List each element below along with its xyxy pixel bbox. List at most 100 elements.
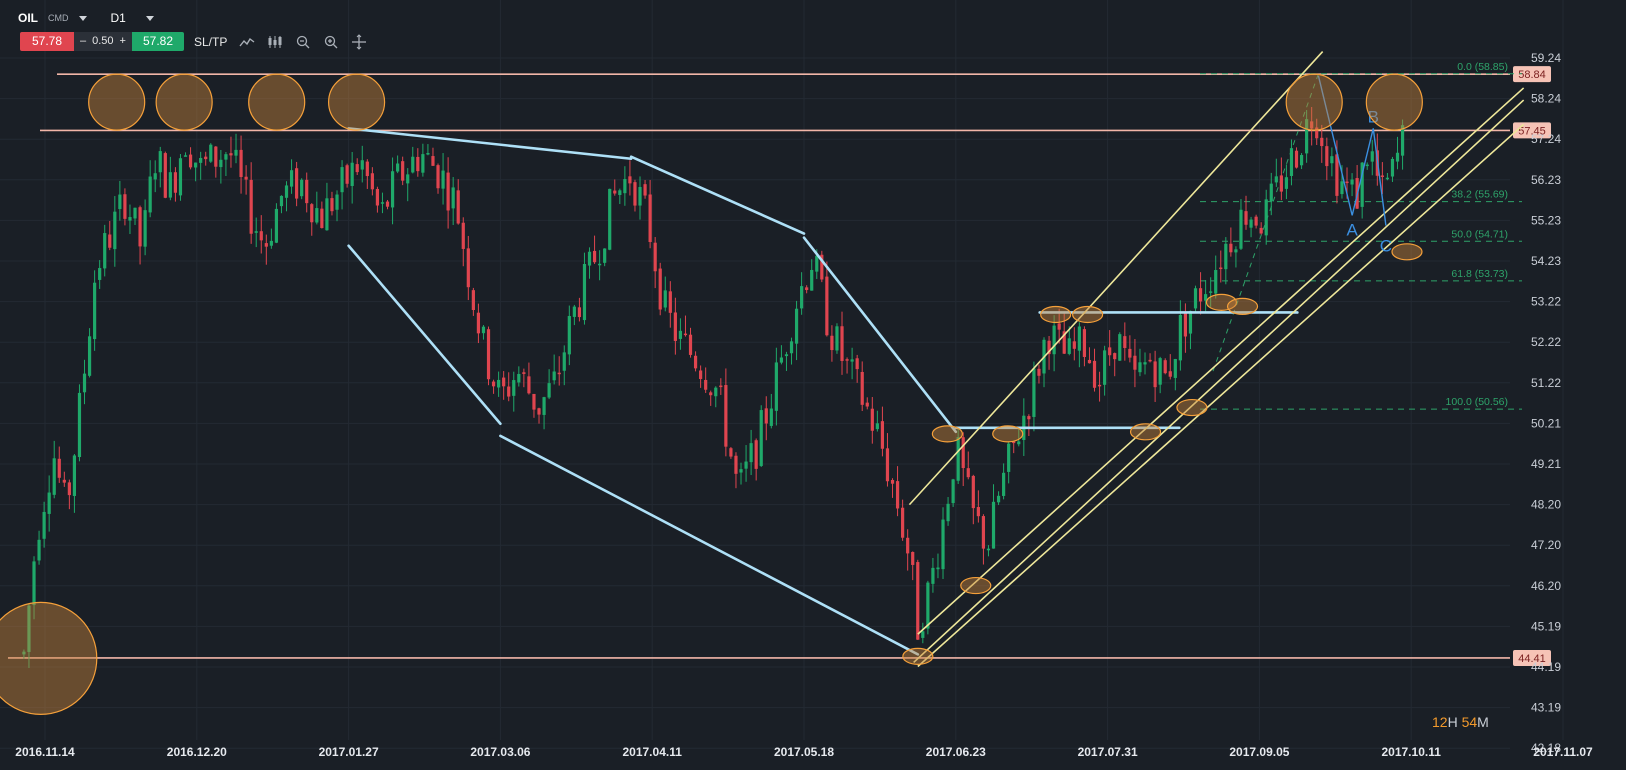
candle-body: [47, 492, 51, 514]
zoom-out-icon[interactable]: [295, 34, 311, 50]
candle-body: [739, 469, 743, 473]
fib-label: 50.0 (54.71): [1451, 228, 1508, 240]
symbol-name[interactable]: OIL: [18, 11, 38, 25]
candle-body: [1123, 336, 1127, 348]
candle-body: [951, 479, 955, 504]
price-tag: [1513, 66, 1551, 83]
candle-body: [1012, 441, 1016, 444]
candle-body: [1390, 158, 1395, 177]
candle-body: [340, 167, 344, 193]
candle-body: [693, 355, 698, 369]
x-tick-label: 2017.03.06: [470, 745, 530, 759]
candle-body: [1158, 358, 1162, 385]
candle-body: [885, 448, 890, 482]
crosshair-icon[interactable]: [351, 33, 367, 50]
candle-body: [537, 408, 541, 415]
candle-body: [587, 251, 592, 266]
candle-body: [1057, 323, 1061, 330]
candle-body: [188, 154, 193, 168]
abc-wave-line: [1317, 75, 1387, 226]
candle-body: [87, 336, 92, 376]
marker-ellipse: [902, 647, 934, 665]
candle-body: [921, 631, 925, 638]
candle-body: [300, 179, 304, 197]
spread-value: 0.50: [92, 35, 114, 47]
candle-body: [784, 354, 789, 357]
sltp-button[interactable]: SL/TP: [193, 34, 228, 49]
candle-body: [1097, 384, 1102, 387]
candle-body: [310, 204, 314, 223]
candle-body: [224, 154, 228, 160]
x-tick-label: 2017.01.27: [319, 745, 379, 759]
buy-button[interactable]: 57.82: [131, 32, 184, 51]
candle-body: [522, 372, 526, 374]
candle-body: [991, 501, 996, 549]
candle-body: [264, 243, 268, 247]
candle-body: [875, 423, 879, 430]
candle-body: [67, 482, 71, 496]
candle-body: [289, 170, 294, 187]
candle-body: [855, 358, 859, 370]
candle-body: [1163, 360, 1167, 374]
candle-body: [1113, 353, 1117, 360]
candle-body: [1138, 362, 1142, 373]
candles-icon[interactable]: [267, 34, 283, 50]
candle-body: [577, 307, 582, 318]
price-tag-label: 58.84: [1518, 69, 1546, 81]
candle-body: [1400, 125, 1405, 156]
candle-body: [1259, 227, 1263, 234]
candle-body: [613, 190, 617, 194]
candle-body: [1037, 368, 1041, 376]
x-tick-label: 2016.12.20: [167, 745, 227, 759]
candle-body: [143, 210, 147, 247]
candle-body: [1249, 219, 1253, 228]
zoom-in-icon[interactable]: [323, 34, 339, 50]
candle-body: [618, 190, 622, 196]
channel-line: [913, 99, 1525, 664]
x-tick-label: 2017.10.11: [1381, 745, 1441, 759]
y-tick-label: 51.22: [1531, 376, 1561, 390]
candle-body: [901, 507, 905, 538]
sell-button[interactable]: 57.78: [20, 32, 74, 51]
candle-body: [769, 408, 773, 426]
candle-body: [451, 187, 455, 209]
candle-body: [744, 461, 748, 469]
candle-body: [305, 179, 309, 204]
candle-body: [1294, 150, 1299, 168]
price-tag-label: 57.45: [1518, 125, 1546, 137]
candle-body: [678, 330, 683, 339]
spread-increase-button[interactable]: +: [119, 35, 126, 47]
candle-body: [22, 651, 26, 655]
candle-body: [1310, 121, 1314, 129]
candle-body: [532, 393, 536, 410]
candle-body: [789, 341, 794, 354]
candle-body: [906, 537, 910, 554]
candle-body: [1370, 151, 1374, 162]
trade-bar: 57.78 – 0.50 + 57.82 SL/TP: [20, 32, 367, 51]
candle-body: [794, 308, 799, 344]
line-chart-icon[interactable]: [239, 34, 255, 50]
candle-body: [82, 373, 87, 393]
candle-body: [699, 370, 703, 379]
candle-body: [1305, 119, 1309, 154]
candle-body: [1052, 325, 1056, 355]
candle-body: [1067, 338, 1071, 354]
trendline: [802, 236, 958, 434]
candle-body: [643, 184, 647, 196]
candle-body: [1017, 441, 1021, 445]
grid: [0, 0, 1564, 749]
candle-body: [729, 448, 733, 457]
y-tick-label: 46.20: [1531, 579, 1561, 593]
candle-body: [572, 306, 576, 317]
symbol-dropdown-icon[interactable]: [78, 15, 87, 21]
candle-body: [1209, 291, 1213, 293]
candle-body: [926, 582, 930, 629]
candle-body: [835, 326, 839, 351]
price-tag-label: 44.41: [1518, 653, 1546, 665]
timeframe-dropdown-icon[interactable]: [145, 15, 154, 21]
candle-body: [683, 333, 688, 336]
spread-decrease-button[interactable]: –: [80, 35, 87, 47]
timeframe-label[interactable]: D1: [110, 11, 126, 25]
y-tick-label: 42.18: [1531, 741, 1561, 755]
